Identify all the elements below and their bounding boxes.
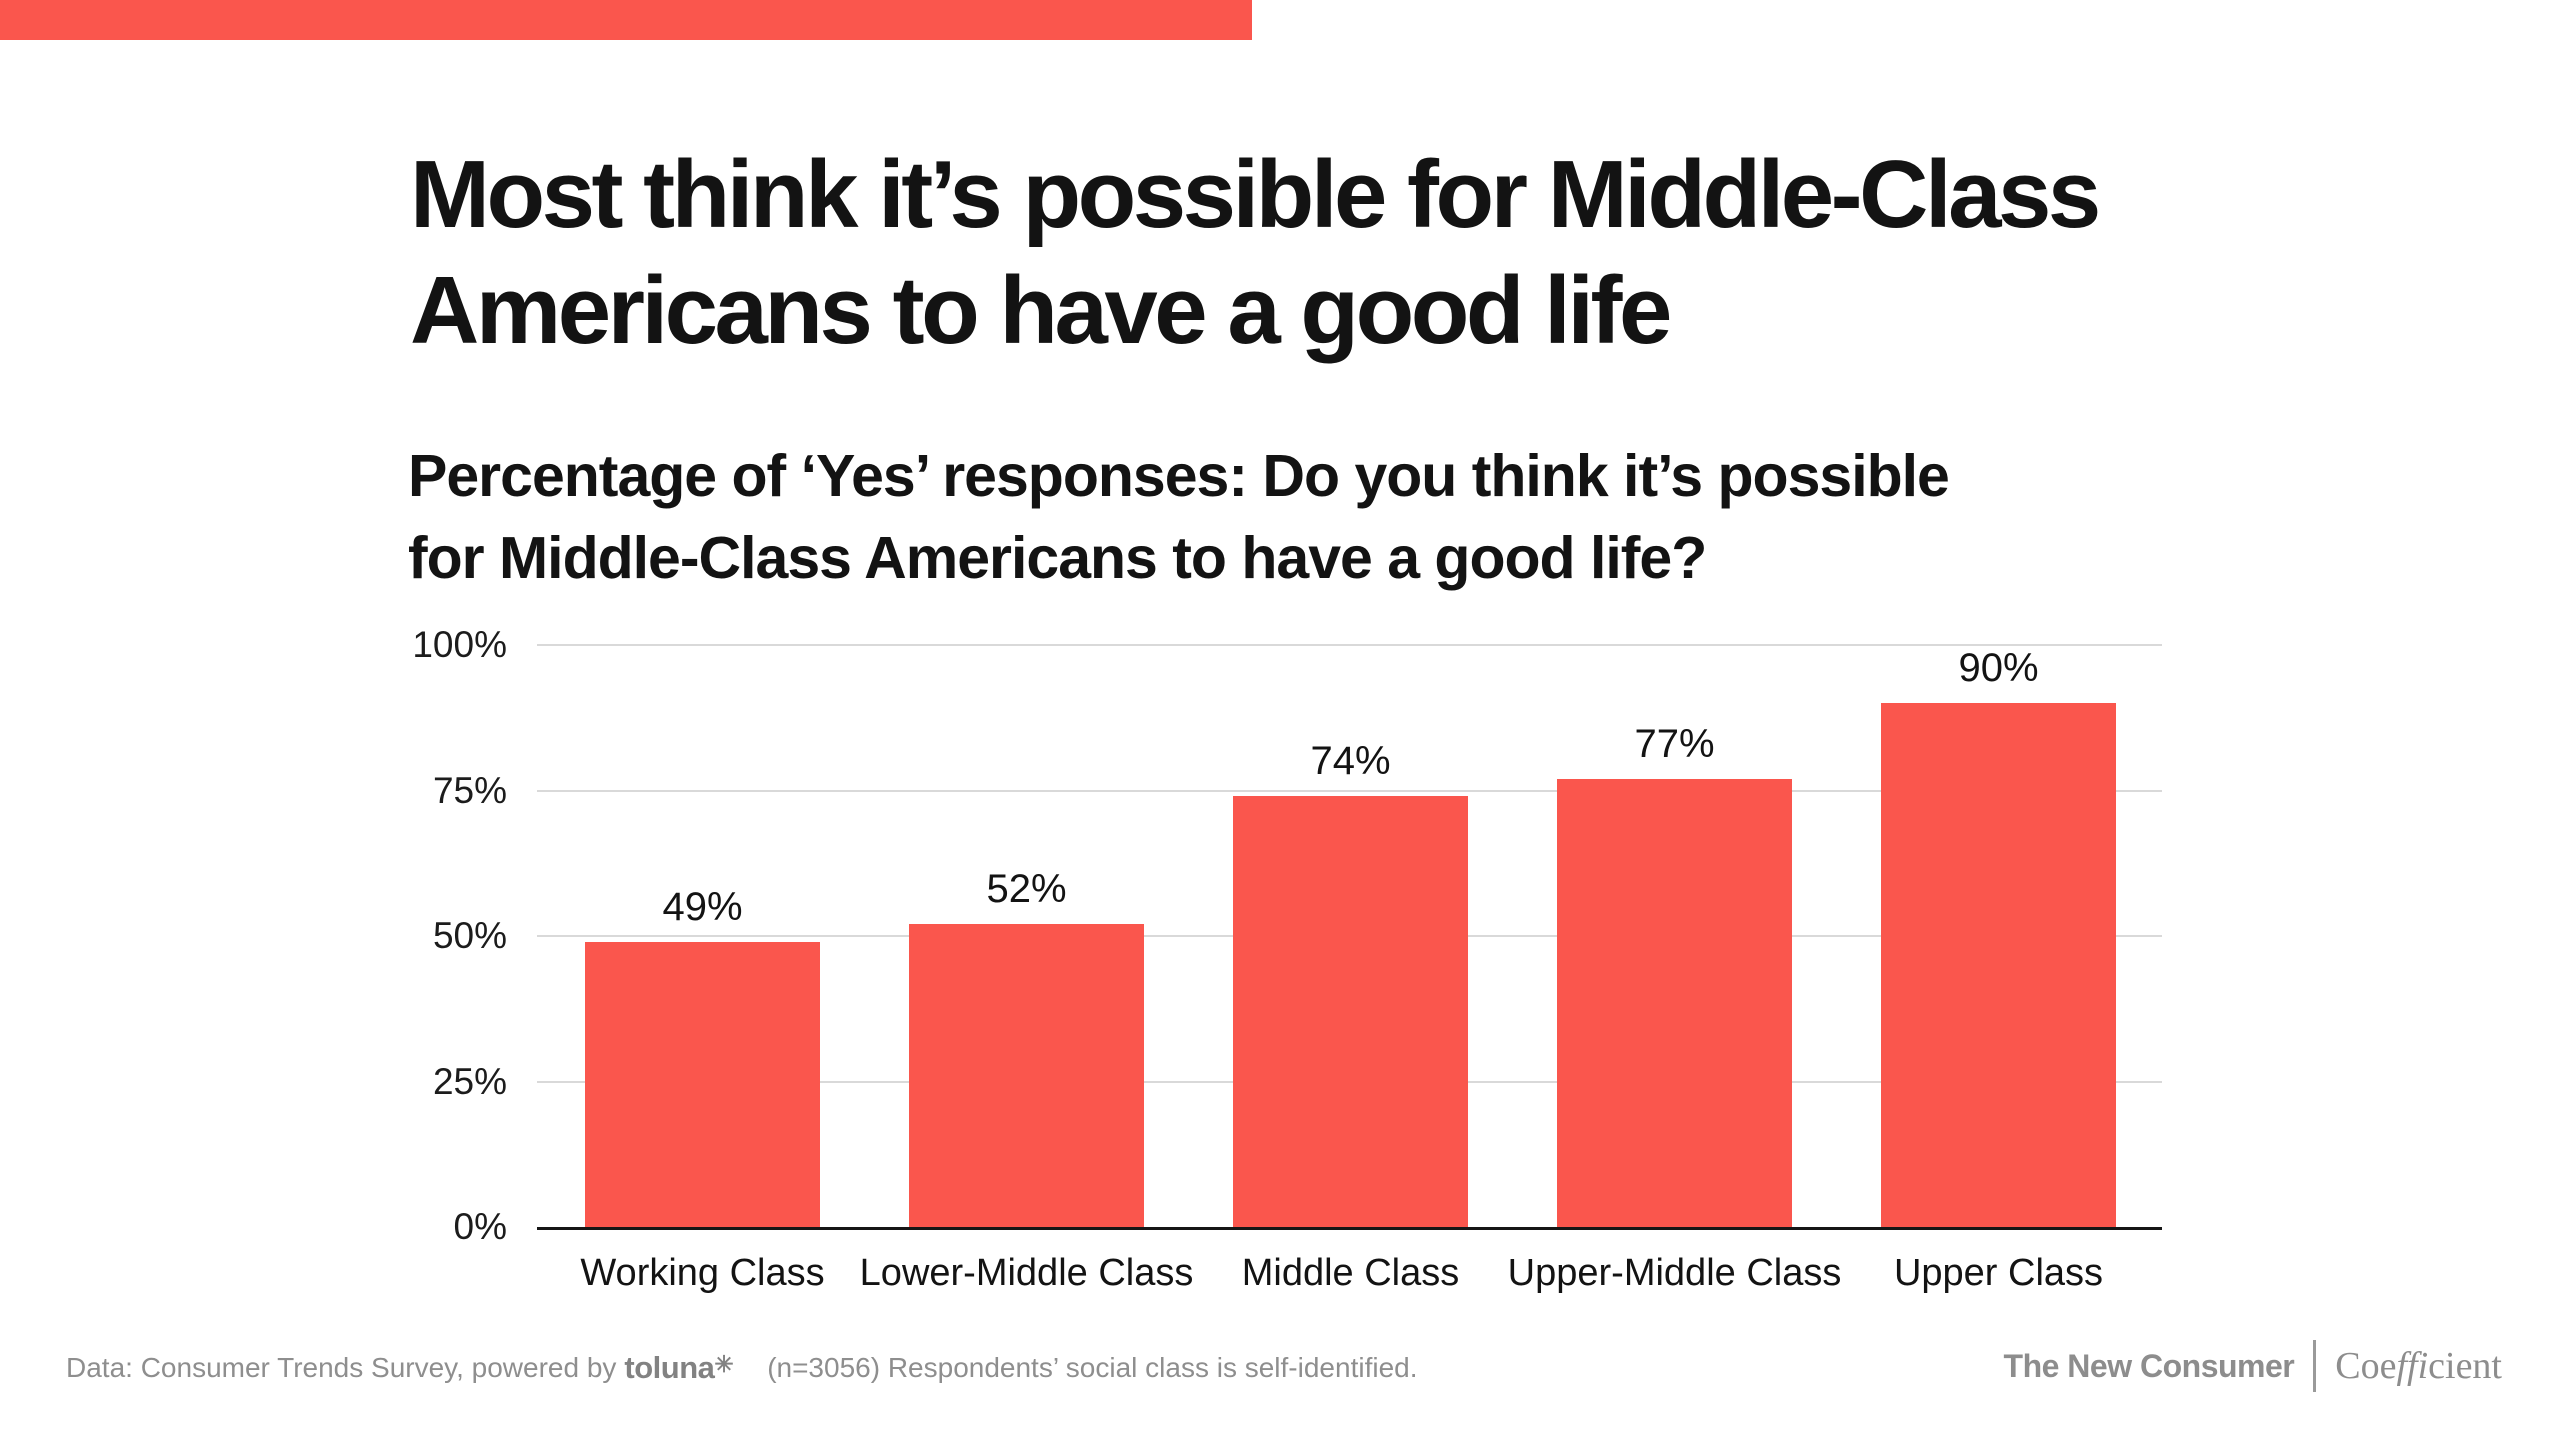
bar-value-label: 90% bbox=[1958, 646, 2039, 691]
brand-logos: The New Consumer Coefficient bbox=[2004, 1336, 2502, 1396]
title-line-1: Most think it’s possible for Middle-Clas… bbox=[410, 141, 2101, 248]
plot-area: 49% 52% 74% 77% 90% bbox=[537, 644, 2162, 1230]
y-tick-label: 50% bbox=[432, 915, 507, 956]
logo-divider bbox=[2313, 1340, 2317, 1392]
bar-value-label: 74% bbox=[1310, 739, 1391, 784]
bar-value-label: 77% bbox=[1634, 721, 1715, 766]
bar-column: 74% bbox=[1233, 645, 1468, 1227]
page-title: Most think it’s possible for Middle-Clas… bbox=[410, 137, 2310, 369]
bar bbox=[1233, 796, 1468, 1227]
bar-column: 77% bbox=[1557, 645, 1792, 1227]
source-suffix: (n=3056) Respondents’ social class is se… bbox=[767, 1352, 1418, 1383]
bar-column: 49% bbox=[585, 645, 820, 1227]
title-line-2: Americans to have a good life bbox=[410, 257, 1672, 364]
y-tick-label: 25% bbox=[432, 1060, 507, 1102]
gridline bbox=[537, 644, 2162, 646]
bar-value-label: 49% bbox=[662, 884, 743, 929]
coefficient-logo: Coefficient bbox=[2335, 1345, 2502, 1387]
bar bbox=[909, 924, 1144, 1227]
x-axis-label: Upper Class bbox=[1893, 1252, 2104, 1294]
chart-subtitle: Percentage of ‘Yes’ responses: Do you th… bbox=[408, 435, 2208, 599]
data-source-note: Data: Consumer Trends Survey, powered by… bbox=[66, 1346, 1418, 1390]
toluna-logo: toluna✳ bbox=[624, 1350, 734, 1385]
x-axis-label: Middle Class bbox=[1241, 1252, 1460, 1294]
y-tick-label: 100% bbox=[412, 624, 507, 665]
source-prefix: Data: Consumer Trends Survey, powered by bbox=[66, 1352, 617, 1383]
bar-value-label: 52% bbox=[986, 867, 1067, 912]
subtitle-line-2: for Middle-Class Americans to have a goo… bbox=[408, 525, 1707, 591]
subtitle-line-1: Percentage of ‘Yes’ responses: Do you th… bbox=[408, 443, 1950, 509]
x-axis-label: Working Class bbox=[580, 1252, 825, 1294]
y-tick-label: 0% bbox=[453, 1206, 507, 1247]
x-axis: Working Class Lower-Middle Class Middle Cl… bbox=[537, 1251, 2162, 1295]
bar bbox=[1557, 778, 1792, 1227]
the-new-consumer-logo: The New Consumer bbox=[2003, 1347, 2295, 1384]
x-axis-label: Lower-Middle Class bbox=[859, 1252, 1194, 1294]
bar-column: 52% bbox=[909, 645, 1144, 1227]
bar-series: 49% 52% 74% 77% 90% bbox=[537, 645, 2162, 1227]
y-axis: 100% 75% 50% 25% 0% bbox=[0, 624, 507, 1247]
gridline bbox=[537, 789, 2162, 792]
brand-accent-bar bbox=[0, 0, 1252, 40]
bar bbox=[1881, 703, 2116, 1227]
bar-column: 90% bbox=[1881, 645, 2116, 1227]
x-axis-label: Upper-Middle Class bbox=[1507, 1252, 1842, 1294]
bar bbox=[585, 941, 820, 1227]
y-tick-label: 75% bbox=[432, 769, 507, 811]
toluna-star-icon: ✳ bbox=[714, 1351, 734, 1377]
